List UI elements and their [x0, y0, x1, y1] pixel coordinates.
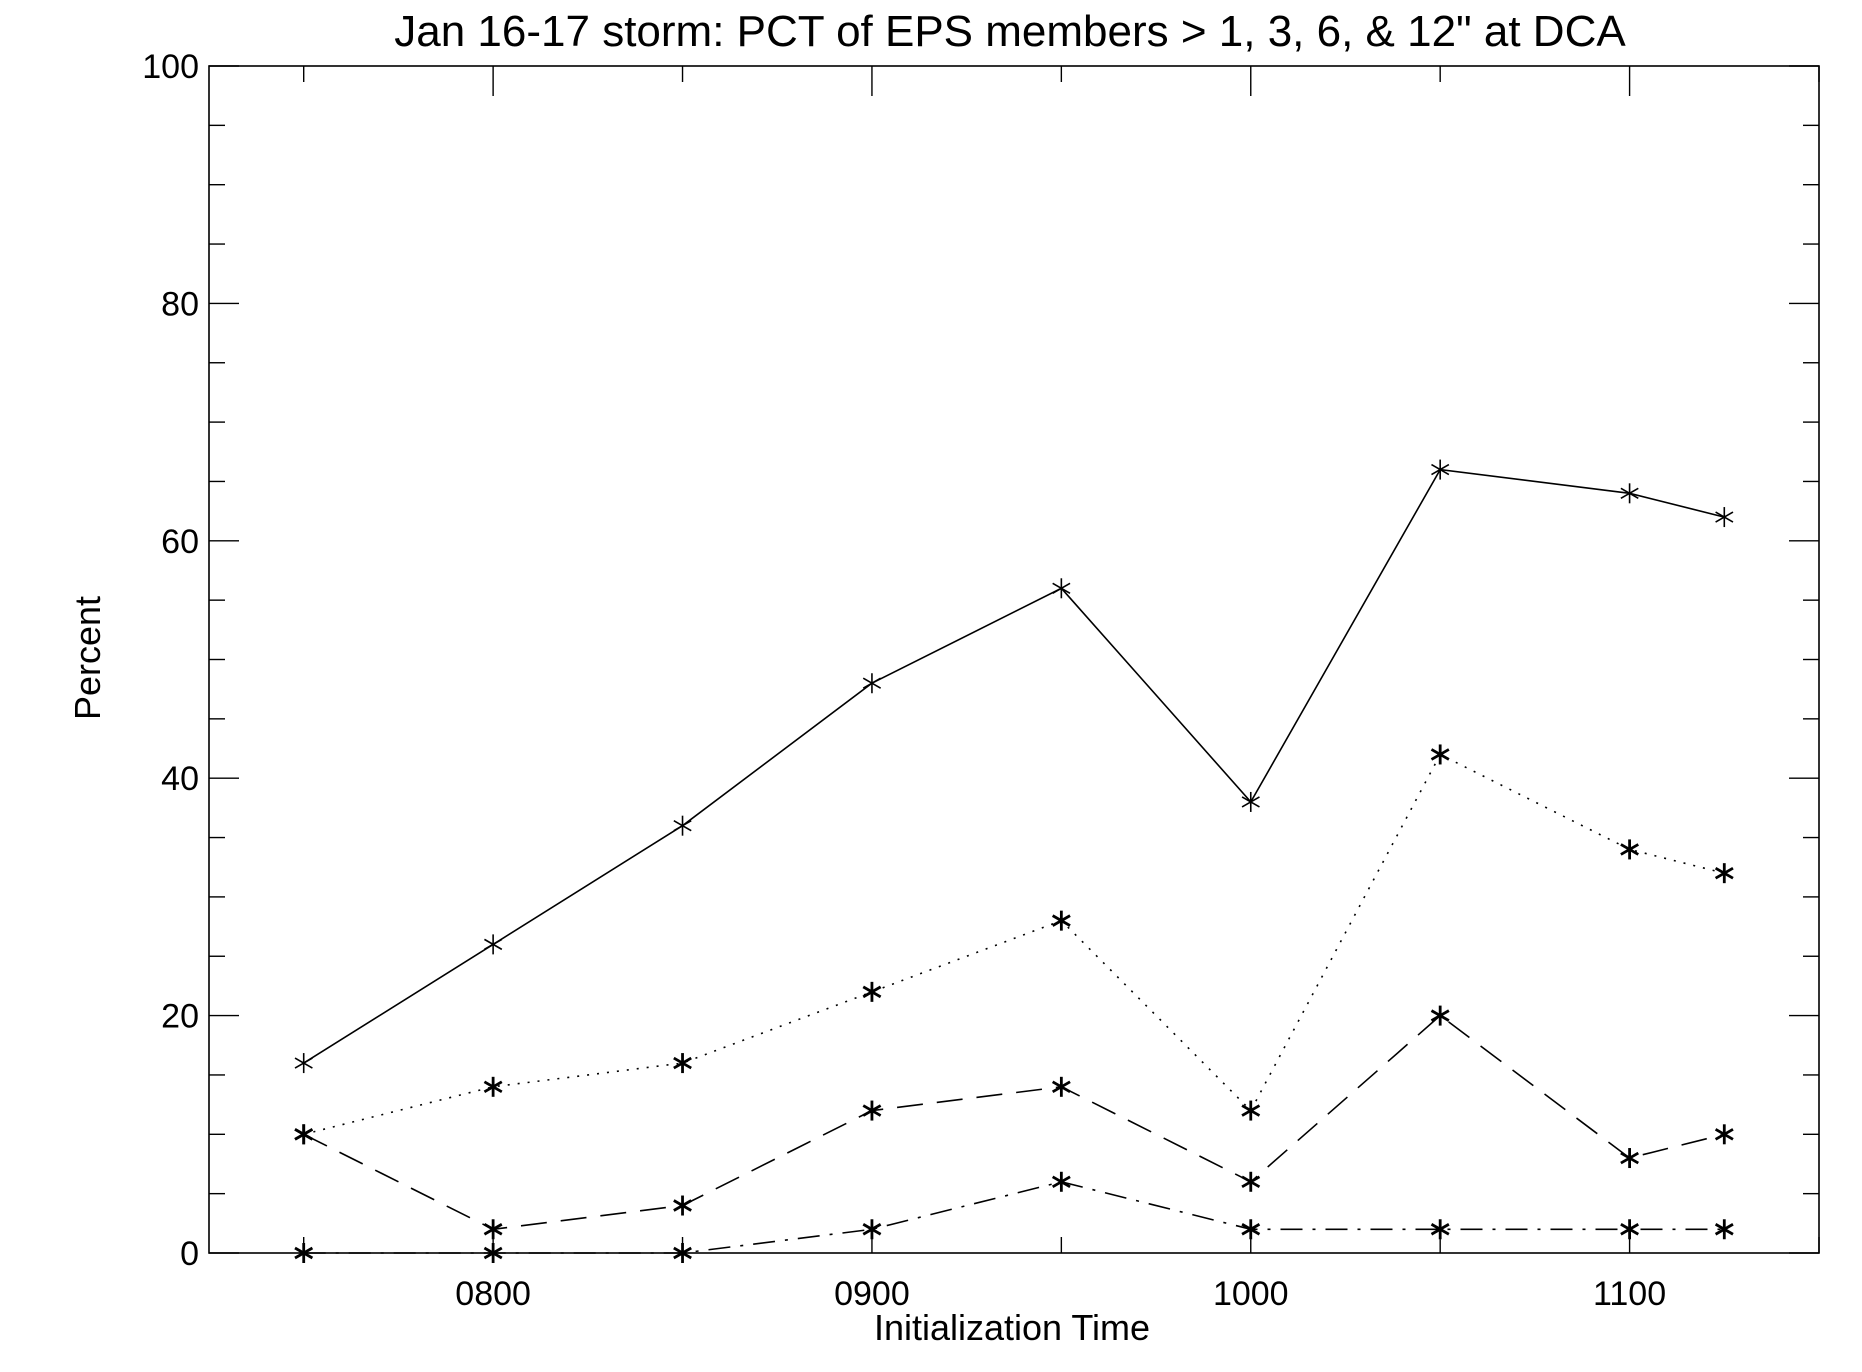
x-axis-title: Initialization Time	[874, 1307, 1150, 1348]
data-point	[1620, 839, 1639, 860]
y-tick-label: 60	[161, 523, 199, 561]
y-tick-label: 80	[161, 285, 199, 323]
data-point	[1051, 1171, 1071, 1192]
data-point	[483, 1219, 503, 1240]
series-line-4	[303, 1180, 1725, 1254]
y-tick-label: 100	[142, 48, 199, 86]
data-point	[483, 1243, 503, 1263]
data-point	[1620, 1148, 1639, 1169]
data-point	[1714, 1124, 1734, 1145]
series-4	[294, 1171, 1734, 1263]
data-point	[1051, 910, 1071, 931]
data-point	[673, 1195, 692, 1216]
series-1	[294, 459, 1734, 1074]
data-point	[1430, 1219, 1450, 1240]
series-line-1	[303, 468, 1725, 1064]
data-point	[1241, 791, 1260, 812]
data-point	[1714, 1219, 1734, 1240]
data-point	[1430, 744, 1450, 765]
data-point	[862, 981, 882, 1002]
data-point	[1051, 1076, 1071, 1097]
data-point	[484, 934, 503, 955]
data-point	[673, 815, 692, 836]
data-point	[862, 1219, 882, 1240]
series-line-3	[303, 1014, 1725, 1231]
data-point	[1430, 1005, 1450, 1026]
series-layer	[294, 459, 1734, 1263]
y-tick-label: 40	[161, 760, 199, 798]
data-point	[1620, 1219, 1639, 1240]
data-point	[862, 1100, 882, 1121]
data-point	[673, 1053, 692, 1074]
data-point	[673, 1243, 692, 1263]
axis-tick-labels: 0 20 40 60 80 100 0800 0900 1000 1100	[142, 48, 1666, 1313]
y-tick-label: 0	[180, 1235, 199, 1273]
x-tick-label: 0900	[834, 1275, 910, 1313]
data-point	[1241, 1219, 1261, 1240]
y-tick-label: 20	[161, 998, 199, 1036]
data-point	[1052, 578, 1071, 599]
data-point	[294, 1053, 313, 1074]
data-point	[1715, 507, 1734, 528]
series-2	[294, 744, 1734, 1145]
x-tick-label: 1100	[1593, 1275, 1666, 1313]
x-tick-label: 1000	[1213, 1275, 1289, 1313]
data-point	[294, 1124, 314, 1145]
x-tick-label: 0800	[455, 1275, 531, 1313]
data-point	[1714, 863, 1734, 884]
data-point	[483, 1076, 503, 1097]
data-point	[1241, 1100, 1261, 1121]
series-line-2	[303, 753, 1725, 1136]
data-point	[1241, 1171, 1261, 1192]
axis-ticks	[209, 65, 1820, 1254]
plot-frame	[208, 65, 1820, 1254]
chart-title: Jan 16-17 storm: PCT of EPS members > 1,…	[394, 7, 1626, 56]
data-point	[1431, 459, 1450, 480]
data-point	[862, 673, 882, 694]
series-3	[294, 1005, 1734, 1240]
data-point	[294, 1243, 314, 1263]
data-point	[1620, 483, 1639, 504]
y-axis-title: Percent	[67, 596, 108, 720]
